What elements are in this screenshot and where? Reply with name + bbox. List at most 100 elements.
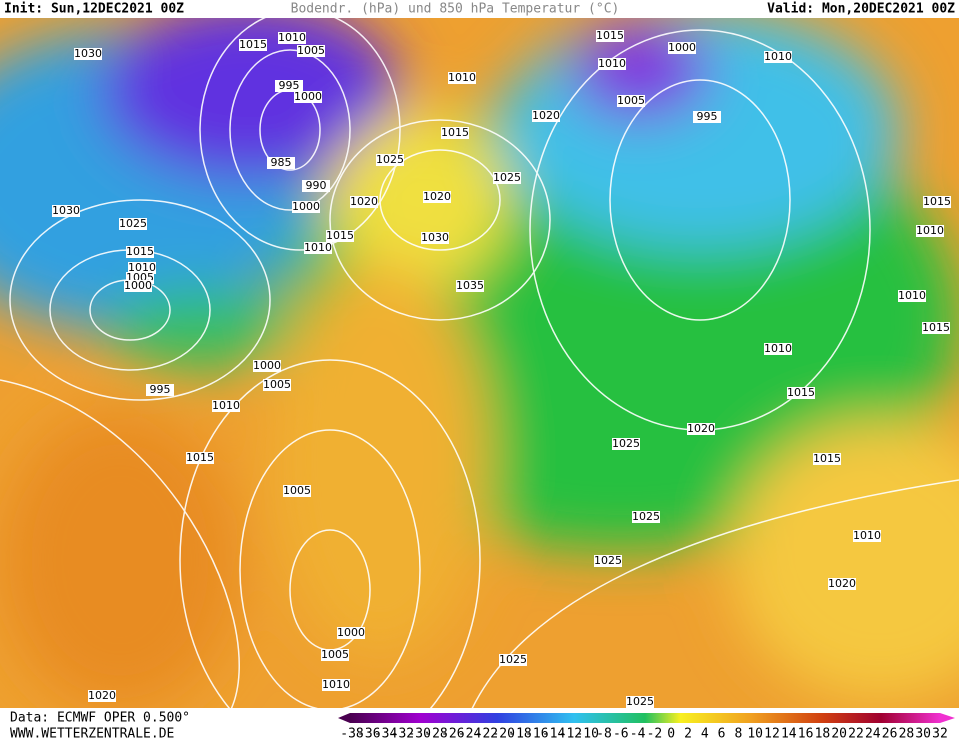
isobar-label: 1015: [126, 245, 154, 258]
isobar-label: 1010: [598, 57, 626, 70]
colorbar-tick-label: 18: [815, 727, 831, 742]
isobar-label-box: [668, 42, 696, 54]
colorbar-tick-label: -34: [374, 727, 398, 742]
isobar-label-box: [632, 511, 660, 523]
isobar-label-box: [321, 649, 349, 661]
colorbar: [350, 713, 940, 723]
colorbar-tick-label: 2: [684, 727, 692, 742]
colorbar-tick-label: 12: [764, 727, 780, 742]
isobar-label: 995: [150, 383, 171, 396]
isobar-label: 1010: [128, 261, 156, 274]
isobar-label-box: [376, 154, 404, 166]
isobar-label-box: [350, 196, 378, 208]
isobar-label: 1010: [448, 71, 476, 84]
isobar-label-box: [493, 172, 521, 184]
isobar-label: 1000: [294, 90, 322, 103]
isobar-label-box: [52, 205, 80, 217]
isobar-label-box: [764, 51, 792, 63]
isobar-label: 1010: [764, 342, 792, 355]
colorbar-tick-label: 28: [899, 727, 915, 742]
colorbar-arrow: [338, 713, 350, 723]
colorbar-tick-label: -12: [559, 727, 582, 742]
isobar-label: 1015: [596, 29, 624, 42]
isobar-label-box: [923, 196, 951, 208]
isobar-label-box: [278, 32, 306, 44]
isobar-label-box: [693, 111, 721, 123]
isobar-label: 985: [271, 156, 292, 169]
isobar-label: 1015: [922, 321, 950, 334]
isobar-label: 1030: [421, 231, 449, 244]
colorbar-tick-label: -16: [525, 727, 548, 742]
isobar-label-box: [124, 280, 152, 292]
isobar-label: 1005: [297, 44, 325, 57]
isobar-label-box: [421, 232, 449, 244]
data-source: Data: ECMWF OPER 0.500°: [10, 711, 190, 726]
isobar-label-box: [916, 225, 944, 237]
isobar-label-box: [294, 91, 322, 103]
colorbar-tick-label: 26: [882, 727, 898, 742]
isobar-label-box: [292, 201, 320, 213]
colorbar-tick-label: -20: [491, 727, 514, 742]
isobar-label-box: [687, 423, 715, 435]
colorbar-tick-label: -22: [475, 727, 498, 742]
isobar-label: 1010: [898, 289, 926, 302]
isobar-label-box: [326, 230, 354, 242]
isobar-label-box: [283, 485, 311, 497]
isobar-label: 1020: [350, 195, 378, 208]
colorbar-tick-label: -32: [391, 727, 414, 742]
isobar-label-box: [297, 45, 325, 57]
isobar-label-box: [186, 452, 214, 464]
isobar-label-box: [119, 218, 147, 230]
isobar-label-box: [853, 530, 881, 542]
website: WWW.WETTERZENTRALE.DE: [10, 727, 174, 742]
isobar-label: 995: [279, 79, 300, 92]
isobar-label-box: [617, 95, 645, 107]
isobar-label-box: [253, 360, 281, 372]
colorbar-tick-label: 32: [932, 727, 948, 742]
isobar-label-box: [813, 453, 841, 465]
isobar-label-box: [612, 438, 640, 450]
isobar-label-box: [787, 387, 815, 399]
colorbar-tick-label: -18: [508, 727, 531, 742]
colorbar-tick-label: 20: [831, 727, 847, 742]
isobar-label: 1000: [292, 200, 320, 213]
isobar-label-box: [764, 343, 792, 355]
isobar-label-box: [275, 80, 303, 92]
isobar-label-box: [126, 246, 154, 258]
isobar-label: 1015: [239, 38, 267, 51]
isobar-label: 1005: [617, 94, 645, 107]
colorbar-tick-label: 22: [848, 727, 864, 742]
isobar-label: 1010: [304, 241, 332, 254]
colorbar-tick-label: 30: [915, 727, 931, 742]
isobar-label: 1020: [88, 689, 116, 702]
isobar-label: 1000: [124, 279, 152, 292]
isobar-label-box: [337, 627, 365, 639]
isobar-label-box: [128, 262, 156, 274]
colorbar-tick-label: 16: [798, 727, 814, 742]
isobar-label: 1010: [212, 399, 240, 412]
colorbar-tick-label: 10: [747, 727, 763, 742]
isobar-label: 1025: [119, 217, 147, 230]
isobar-label-box: [499, 654, 527, 666]
colorbar-tick-label: -24: [458, 727, 482, 742]
colorbar-tick-label: 6: [718, 727, 726, 742]
isobar-label: 1025: [493, 171, 521, 184]
isobar-label: 1010: [322, 678, 350, 691]
colorbar-tick-label: -4: [630, 727, 646, 742]
colorbar-tick-label: -8: [596, 727, 612, 742]
isobar-label: 1010: [278, 31, 306, 44]
isobar-label: 1015: [813, 452, 841, 465]
isobar-label-box: [898, 290, 926, 302]
isobar-label-box: [74, 48, 102, 60]
isobar-label-box: [598, 58, 626, 70]
valid-label: Valid: Mon,20DEC2021 00Z: [767, 2, 955, 17]
colorbar-tick-label: 24: [865, 727, 881, 742]
isobar-label-box: [596, 30, 624, 42]
colorbar-tick-label: 0: [667, 727, 675, 742]
isobar-label-box: [532, 110, 560, 122]
isobar-label: 1030: [52, 204, 80, 217]
colorbar-tick-label: -30: [407, 727, 430, 742]
isobar-label: 1000: [668, 41, 696, 54]
